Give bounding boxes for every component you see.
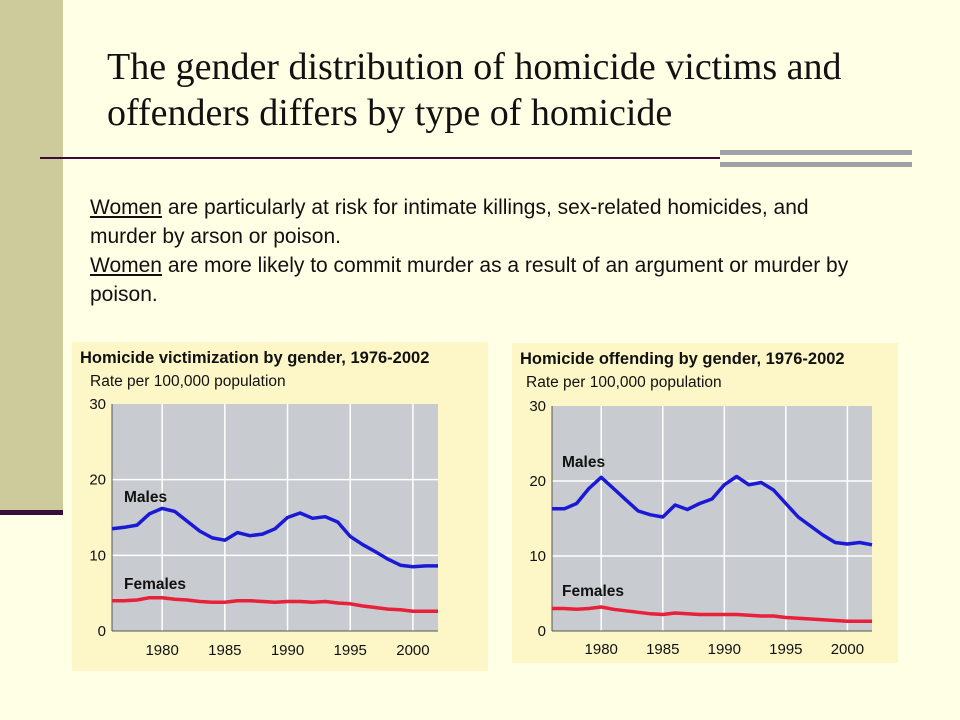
slide-title: The gender distribution of homicide vict… xyxy=(107,46,842,134)
side-accent-bar xyxy=(0,0,63,510)
paragraph-offenders: Women are more likely to commit murder a… xyxy=(90,251,850,309)
victimization-ytick-20: 20 xyxy=(89,472,106,489)
title-divider xyxy=(40,157,912,159)
offending-label-males: Males xyxy=(562,454,605,471)
paragraph-victims-lead: Women xyxy=(90,196,162,219)
victimization-xtick-1995: 1995 xyxy=(334,642,367,659)
victimization-label-females: Females xyxy=(124,576,186,593)
victimization-chart-panel: Homicide victimization by gender, 1976-2… xyxy=(72,342,488,671)
victimization-plot-area xyxy=(112,404,438,631)
offending-series-females xyxy=(552,605,872,624)
offending-plot-area xyxy=(552,406,872,631)
side-accent-underline xyxy=(0,510,63,515)
offending-ytick-0: 0 xyxy=(538,623,546,640)
offending-chart-panel: Homicide offending by gender, 1976-2002 R… xyxy=(512,343,898,663)
slide-body: Women are particularly at risk for intim… xyxy=(90,193,850,309)
victimization-ytick-10: 10 xyxy=(89,547,106,564)
offending-chart: Homicide offending by gender, 1976-2002 R… xyxy=(520,350,873,658)
victimization-series-males xyxy=(111,506,438,569)
offending-chart-title: Homicide offending by gender, 1976-2002 xyxy=(520,350,845,368)
paragraph-victims-rest: are particularly at risk for intimate ki… xyxy=(90,196,809,248)
offending-ytick-20: 20 xyxy=(529,473,546,490)
offending-ytick-10: 10 xyxy=(529,548,546,565)
victimization-xtick-2000: 2000 xyxy=(396,642,429,659)
offending-xtick-1985: 1985 xyxy=(646,641,679,658)
offending-xtick-1995: 1995 xyxy=(769,641,802,658)
victimization-xtick-1980: 1980 xyxy=(145,642,178,659)
victimization-chart-ylabel: Rate per 100,000 population xyxy=(90,373,286,390)
offending-ytick-30: 30 xyxy=(529,398,546,415)
victimization-series-females xyxy=(112,595,438,614)
victimization-ytick-30: 30 xyxy=(89,396,106,413)
offending-xtick-2000: 2000 xyxy=(831,641,864,658)
victimization-xtick-1990: 1990 xyxy=(271,642,304,659)
offending-chart-ylabel: Rate per 100,000 population xyxy=(526,374,722,391)
offending-label-females: Females xyxy=(562,583,624,600)
victimization-label-males: Males xyxy=(124,489,167,506)
paragraph-offenders-lead: Women xyxy=(90,254,162,277)
paragraph-offenders-rest: are more likely to commit murder as a re… xyxy=(90,254,849,306)
paragraph-victims: Women are particularly at risk for intim… xyxy=(90,193,850,251)
victimization-chart-title: Homicide victimization by gender, 1976-2… xyxy=(80,349,429,367)
offending-xtick-1980: 1980 xyxy=(585,641,618,658)
title-divider-accent xyxy=(720,150,912,167)
victimization-ytick-0: 0 xyxy=(98,623,106,640)
offending-series-males xyxy=(552,474,873,547)
victimization-xtick-1985: 1985 xyxy=(208,642,241,659)
victimization-chart: Homicide victimization by gender, 1976-2… xyxy=(80,349,438,659)
offending-xtick-1990: 1990 xyxy=(708,641,741,658)
